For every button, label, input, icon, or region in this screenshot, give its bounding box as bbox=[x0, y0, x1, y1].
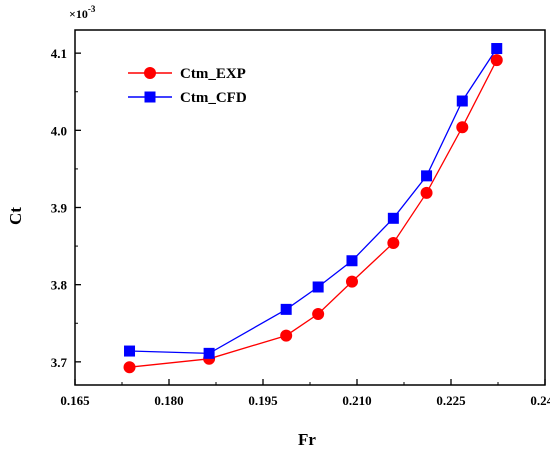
data-point-ctm-cfd bbox=[203, 347, 215, 359]
x-tick-label: 0.210 bbox=[342, 393, 371, 408]
x-tick-label: 0.195 bbox=[248, 393, 278, 408]
y-tick-label: 3.8 bbox=[51, 278, 68, 293]
legend-marker-ctm-exp bbox=[144, 67, 156, 79]
data-point-ctm-cfd bbox=[280, 303, 292, 315]
data-point-ctm-cfd bbox=[421, 170, 433, 182]
data-point-ctm-exp bbox=[123, 361, 136, 374]
x-axis-title: Fr bbox=[298, 430, 316, 449]
legend-label-ctm-exp: Ctm_EXP bbox=[180, 66, 246, 82]
y-tick-label: 4.0 bbox=[51, 123, 67, 138]
data-point-ctm-exp bbox=[280, 329, 293, 342]
data-point-ctm-cfd bbox=[387, 212, 399, 224]
data-point-ctm-exp bbox=[420, 186, 433, 199]
data-point-ctm-cfd bbox=[346, 255, 358, 267]
data-point-ctm-exp bbox=[387, 237, 400, 249]
y-axis-title: Ct bbox=[6, 207, 25, 225]
data-point-ctm-exp bbox=[490, 54, 503, 67]
y-multiplier-exponent: -3 bbox=[88, 4, 96, 14]
data-point-ctm-exp bbox=[456, 121, 469, 134]
axis-tick-labels: 0.165 0.180 0.195 0.210 0.225 0.240 3.7 3.8 3.9 4… bbox=[51, 46, 550, 408]
y-multiplier-base: ×10 bbox=[69, 7, 88, 21]
x-tick-label: 0.165 bbox=[60, 393, 90, 408]
data-point-ctm-cfd bbox=[124, 345, 136, 357]
y-axis-multiplier: ×10-3 bbox=[69, 4, 96, 21]
legend-marker-ctm-cfd bbox=[144, 91, 156, 103]
legend-label-ctm-cfd: Ctm_CFD bbox=[180, 90, 247, 106]
series-line-ctm-exp bbox=[129, 59, 498, 368]
axis-ticks bbox=[74, 52, 546, 385]
y-tick-label: 4.1 bbox=[51, 46, 67, 61]
data-point-ctm-exp bbox=[345, 275, 358, 288]
data-point-ctm-exp bbox=[312, 308, 325, 320]
legend: Ctm_EXP Ctm_CFD bbox=[128, 66, 247, 106]
x-tick-label: 0.240 bbox=[530, 393, 550, 408]
series-markers bbox=[123, 43, 503, 374]
data-point-ctm-cfd bbox=[312, 281, 324, 293]
y-tick-label: 3.9 bbox=[51, 201, 68, 216]
data-point-ctm-cfd bbox=[491, 43, 503, 55]
x-tick-label: 0.180 bbox=[154, 393, 183, 408]
data-point-ctm-cfd bbox=[456, 95, 468, 107]
x-tick-label: 0.225 bbox=[436, 393, 466, 408]
y-tick-label: 3.7 bbox=[51, 355, 68, 370]
